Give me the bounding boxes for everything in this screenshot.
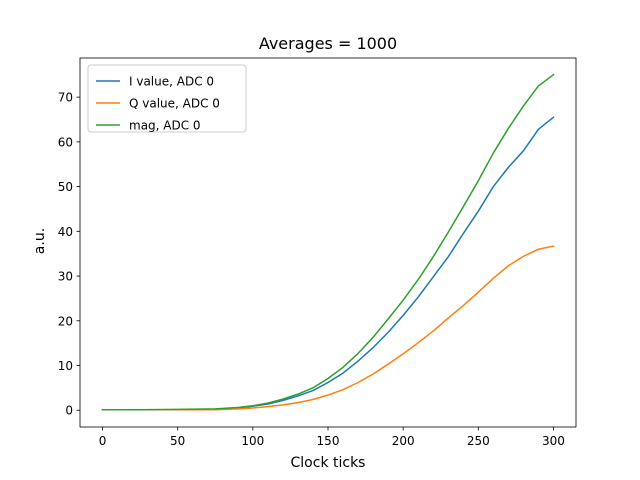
y-tick-label: 30 (58, 270, 73, 284)
y-tick-label: 10 (58, 359, 73, 373)
x-tick-label: 200 (392, 434, 415, 448)
x-tick-label: 100 (241, 434, 264, 448)
y-tick-label: 40 (58, 225, 73, 239)
x-tick-label: 0 (99, 434, 107, 448)
legend: I value, ADC 0 Q value, ADC 0 mag, ADC 0 (87, 64, 247, 133)
y-tick-label: 60 (58, 135, 73, 149)
x-tick-label: 300 (542, 434, 565, 448)
plot-area: 0 50 100 150 200 250 300 0 10 20 30 40 50 60 70 (58, 57, 577, 448)
x-axis-label: Clock ticks (291, 455, 366, 471)
x-tick-label: 250 (467, 434, 490, 448)
legend-label-2: mag, ADC 0 (129, 119, 201, 133)
legend-label-0: I value, ADC 0 (129, 75, 214, 89)
series-line-1 (101, 245, 555, 411)
y-tick-label: 20 (58, 314, 73, 328)
y-axis-label: a.u. (32, 228, 48, 254)
legend-label-1: Q value, ADC 0 (129, 97, 220, 111)
x-tick-label: 50 (170, 434, 185, 448)
legend-box (87, 64, 247, 133)
x-tick-label: 150 (317, 434, 340, 448)
series-line-2 (101, 73, 555, 411)
y-tick-label: 70 (58, 91, 73, 105)
chart-title: Averages = 1000 (259, 34, 397, 53)
y-tick-label: 0 (65, 404, 73, 418)
y-tick-label: 50 (58, 180, 73, 194)
